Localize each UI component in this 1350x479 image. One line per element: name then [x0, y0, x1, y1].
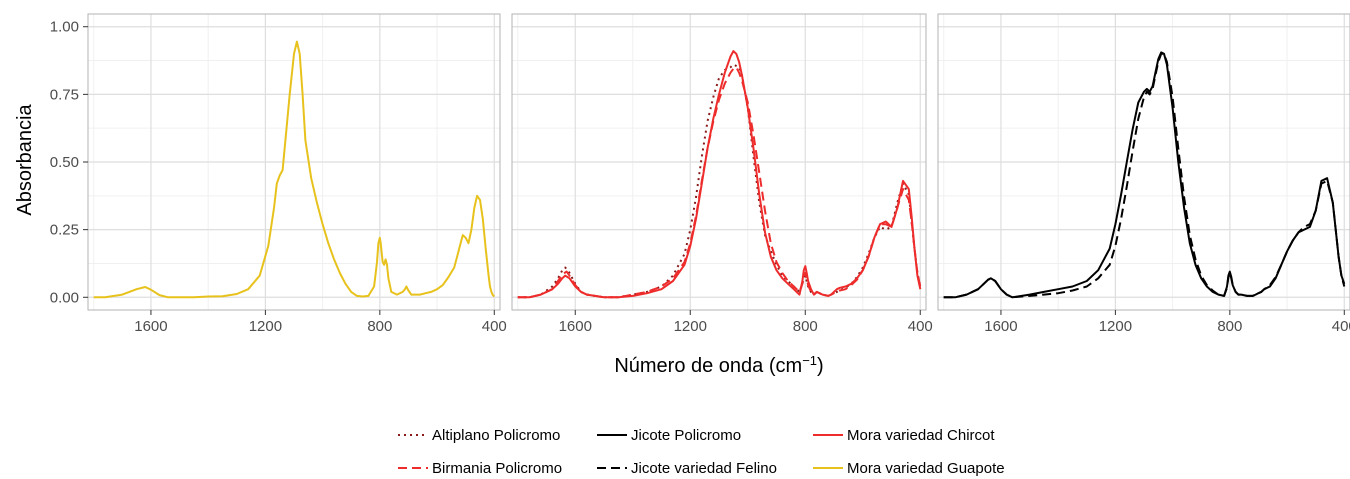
x-tick-label: 1600 [984, 318, 1017, 335]
panel-border [937, 13, 1350, 311]
x-tick-label: 400 [908, 318, 933, 335]
y-axis-label: Absorbancia [14, 104, 36, 216]
x-tick-label: 800 [367, 318, 392, 335]
legend-label: Mora variedad Chircot [847, 427, 995, 444]
legend-label: Mora variedad Guapote [847, 460, 1005, 477]
legend-item: Altiplano Policromo [398, 427, 560, 444]
legend-item: Mora variedad Guapote [813, 460, 1005, 477]
x-tick-label: 1600 [134, 318, 167, 335]
panel-3: 1600 1200 800 400 [937, 13, 1350, 335]
y-tick-label: 0.50 [50, 154, 79, 171]
legend-item: Jicote Policromo [597, 427, 741, 444]
x-tick-label: 1600 [559, 318, 592, 335]
y-tick-label: 0.75 [50, 86, 79, 103]
legend-label: Altiplano Policromo [432, 427, 560, 444]
x-tick-label: 400 [1332, 318, 1350, 335]
series-line-mora-variedad-chircot [517, 50, 922, 299]
panel-1: 1600 1200 800 400 0.00 0.25 0.50 0.75 1.00 [50, 13, 507, 335]
legend-item: Mora variedad Chircot [813, 427, 995, 444]
series-line-mora-variedad-guapote [93, 40, 495, 299]
y-tick-label: 0.00 [50, 289, 79, 306]
x-tick-label: 1200 [674, 318, 707, 335]
legend-item: Birmania Policromo [398, 460, 562, 477]
legend: Altiplano Policromo Jicote Policromo Mora … [398, 427, 1005, 477]
y-tick-label: 0.25 [50, 222, 79, 239]
x-tick-label: 1200 [1099, 318, 1132, 335]
x-axis-label: Número de onda (cm−1) [614, 353, 823, 378]
legend-label: Jicote Policromo [631, 427, 741, 444]
panel-border [511, 13, 927, 311]
legend-label: Jicote variedad Felino [631, 460, 777, 477]
panel-2: 1600 1200 800 400 [511, 13, 933, 335]
x-tick-label: 800 [793, 318, 818, 335]
legend-item: Jicote variedad Felino [597, 460, 777, 477]
x-tick-label: 800 [1217, 318, 1242, 335]
series-line-jicote-policromo [943, 51, 1346, 299]
x-tick-label: 1200 [249, 318, 282, 335]
x-tick-label: 400 [482, 318, 507, 335]
y-tick-label: 1.00 [50, 19, 79, 36]
legend-label: Birmania Policromo [432, 460, 562, 477]
